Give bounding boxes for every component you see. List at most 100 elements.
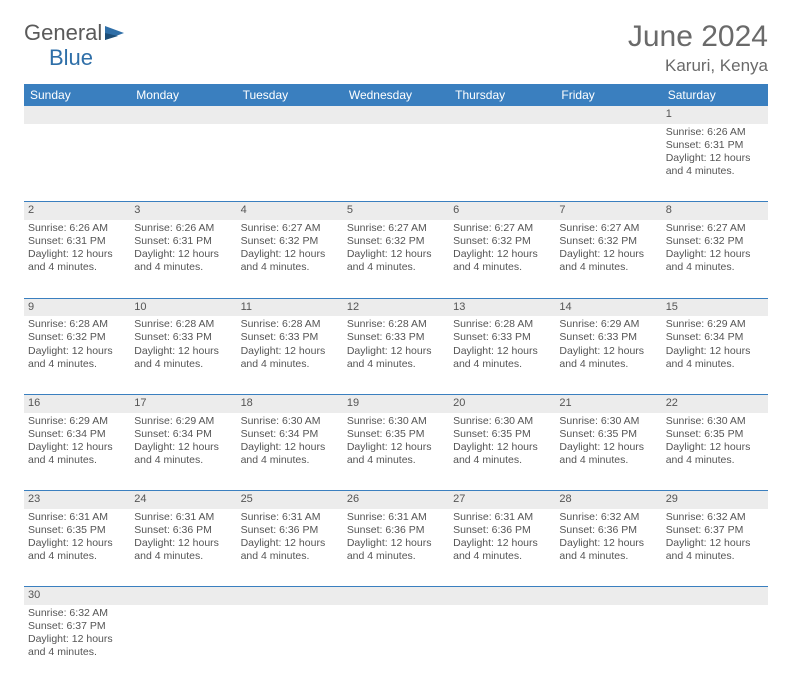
day-number: 7 — [555, 202, 661, 220]
daylight-text: Daylight: 12 hours and 4 minutes. — [559, 248, 657, 274]
day-cell: Sunrise: 6:31 AMSunset: 6:36 PMDaylight:… — [449, 509, 555, 587]
day-number: 26 — [343, 491, 449, 509]
day-number: 6 — [449, 202, 555, 220]
sunrise-text: Sunrise: 6:31 AM — [347, 511, 445, 524]
daylight-text: Daylight: 12 hours and 4 minutes. — [134, 537, 232, 563]
sunrise-text: Sunrise: 6:29 AM — [28, 415, 126, 428]
sunrise-text: Sunrise: 6:29 AM — [559, 318, 657, 331]
daylight-text: Daylight: 12 hours and 4 minutes. — [559, 441, 657, 467]
day-number: 1 — [662, 106, 768, 124]
day-header: Thursday — [449, 84, 555, 106]
daylight-text: Daylight: 12 hours and 4 minutes. — [666, 537, 764, 563]
day-number — [555, 587, 661, 605]
sunset-text: Sunset: 6:35 PM — [347, 428, 445, 441]
day-cell: Sunrise: 6:31 AMSunset: 6:36 PMDaylight:… — [343, 509, 449, 587]
sunset-text: Sunset: 6:37 PM — [28, 620, 126, 633]
daylight-text: Daylight: 12 hours and 4 minutes. — [241, 345, 339, 371]
sunset-text: Sunset: 6:36 PM — [453, 524, 551, 537]
day-number: 9 — [24, 298, 130, 316]
day-number — [449, 106, 555, 124]
day-cell — [555, 124, 661, 202]
day-number: 15 — [662, 298, 768, 316]
day-number: 2 — [24, 202, 130, 220]
day-number: 11 — [237, 298, 343, 316]
day-number — [24, 106, 130, 124]
daylight-text: Daylight: 12 hours and 4 minutes. — [453, 441, 551, 467]
calendar-table: SundayMondayTuesdayWednesdayThursdayFrid… — [24, 84, 768, 683]
day-number: 24 — [130, 491, 236, 509]
day-cell: Sunrise: 6:29 AMSunset: 6:34 PMDaylight:… — [24, 413, 130, 491]
sunrise-text: Sunrise: 6:28 AM — [241, 318, 339, 331]
day-cell: Sunrise: 6:26 AMSunset: 6:31 PMDaylight:… — [662, 124, 768, 202]
sunset-text: Sunset: 6:33 PM — [241, 331, 339, 344]
logo: General — [24, 20, 130, 46]
sunset-text: Sunset: 6:34 PM — [241, 428, 339, 441]
daylight-text: Daylight: 12 hours and 4 minutes. — [347, 441, 445, 467]
day-cell — [449, 124, 555, 202]
day-cell — [449, 605, 555, 683]
content-row: Sunrise: 6:26 AMSunset: 6:31 PMDaylight:… — [24, 124, 768, 202]
daylight-text: Daylight: 12 hours and 4 minutes. — [347, 537, 445, 563]
day-header: Wednesday — [343, 84, 449, 106]
daylight-text: Daylight: 12 hours and 4 minutes. — [28, 248, 126, 274]
day-cell: Sunrise: 6:27 AMSunset: 6:32 PMDaylight:… — [343, 220, 449, 298]
day-number: 21 — [555, 394, 661, 412]
day-cell: Sunrise: 6:31 AMSunset: 6:36 PMDaylight:… — [237, 509, 343, 587]
daylight-text: Daylight: 12 hours and 4 minutes. — [241, 441, 339, 467]
month-title: June 2024 — [628, 20, 768, 54]
sunset-text: Sunset: 6:35 PM — [559, 428, 657, 441]
sunrise-text: Sunrise: 6:31 AM — [241, 511, 339, 524]
content-row: Sunrise: 6:32 AMSunset: 6:37 PMDaylight:… — [24, 605, 768, 683]
daynum-row: 16171819202122 — [24, 394, 768, 412]
day-cell: Sunrise: 6:26 AMSunset: 6:31 PMDaylight:… — [130, 220, 236, 298]
content-row: Sunrise: 6:28 AMSunset: 6:32 PMDaylight:… — [24, 316, 768, 394]
flag-icon — [104, 24, 130, 42]
sunset-text: Sunset: 6:34 PM — [666, 331, 764, 344]
sunrise-text: Sunrise: 6:30 AM — [453, 415, 551, 428]
day-number: 27 — [449, 491, 555, 509]
daylight-text: Daylight: 12 hours and 4 minutes. — [347, 345, 445, 371]
daylight-text: Daylight: 12 hours and 4 minutes. — [453, 537, 551, 563]
day-number — [237, 587, 343, 605]
sunset-text: Sunset: 6:35 PM — [666, 428, 764, 441]
sunset-text: Sunset: 6:32 PM — [559, 235, 657, 248]
day-number: 8 — [662, 202, 768, 220]
sunset-text: Sunset: 6:32 PM — [666, 235, 764, 248]
sunrise-text: Sunrise: 6:32 AM — [666, 511, 764, 524]
sunrise-text: Sunrise: 6:28 AM — [347, 318, 445, 331]
sunset-text: Sunset: 6:34 PM — [28, 428, 126, 441]
content-row: Sunrise: 6:31 AM Sunset: 6:35 PM Daylight:… — [24, 509, 768, 587]
sunset-text: Sunset: 6:35 PM — [28, 524, 126, 537]
sunset-text: Sunset: 6:32 PM — [28, 331, 126, 344]
sunrise-text: Sunrise: 6:29 AM — [666, 318, 764, 331]
day-cell — [343, 605, 449, 683]
sunset-text: Sunset: 6:37 PM — [666, 524, 764, 537]
day-number: 20 — [449, 394, 555, 412]
daylight-text: Daylight: 12 hours and 4 minutes. — [453, 248, 551, 274]
sunset-text: Sunset: 6:32 PM — [453, 235, 551, 248]
sunrise-text: Sunrise: 6:30 AM — [241, 415, 339, 428]
sunrise-text: Sunrise: 6:28 AM — [28, 318, 126, 331]
sunrise-text: Sunrise: 6:28 AM — [453, 318, 551, 331]
day-cell: Sunrise: 6:30 AMSunset: 6:35 PMDaylight:… — [343, 413, 449, 491]
day-cell: Sunrise: 6:27 AMSunset: 6:32 PMDaylight:… — [555, 220, 661, 298]
day-cell: Sunrise: 6:27 AMSunset: 6:32 PMDaylight:… — [237, 220, 343, 298]
day-number: 22 — [662, 394, 768, 412]
sunrise-text: Sunrise: 6:26 AM — [134, 222, 232, 235]
daylight-text: Daylight: 12 hours and 4 minutes. — [28, 633, 126, 659]
sunrise-text: Sunrise: 6:32 AM — [28, 607, 126, 620]
daylight-text: Daylight: 12 hours and 4 minutes. — [28, 441, 126, 467]
day-number — [343, 587, 449, 605]
sunset-text: Sunset: 6:36 PM — [347, 524, 445, 537]
day-cell: Sunrise: 6:32 AMSunset: 6:37 PMDaylight:… — [662, 509, 768, 587]
day-number — [555, 106, 661, 124]
sunrise-text: Sunrise: 6:31 AM — [453, 511, 551, 524]
day-number: 18 — [237, 394, 343, 412]
day-number: 23 — [24, 491, 130, 509]
daynum-row: 9101112131415 — [24, 298, 768, 316]
day-cell — [130, 124, 236, 202]
daylight-text: Daylight: 12 hours and 4 minutes. — [559, 537, 657, 563]
day-number: 13 — [449, 298, 555, 316]
daynum-row: 30 — [24, 587, 768, 605]
day-header-row: SundayMondayTuesdayWednesdayThursdayFrid… — [24, 84, 768, 106]
